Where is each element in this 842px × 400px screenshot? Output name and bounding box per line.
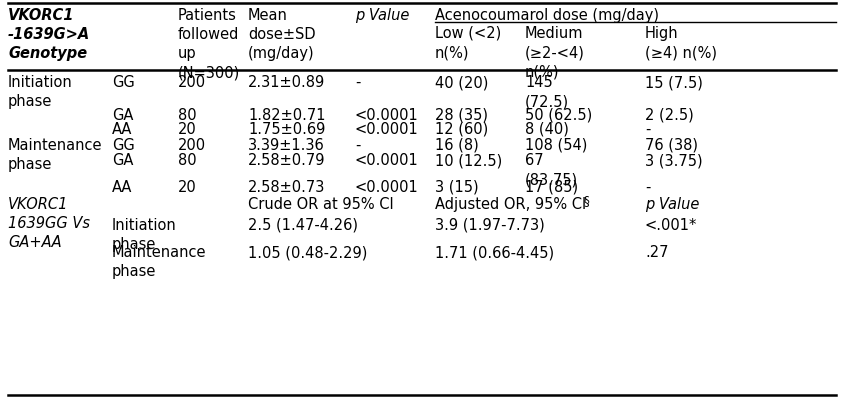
Text: Maintenance
phase: Maintenance phase bbox=[8, 138, 103, 172]
Text: -: - bbox=[645, 122, 650, 137]
Text: 20: 20 bbox=[178, 122, 197, 137]
Text: GG: GG bbox=[112, 75, 135, 90]
Text: <0.0001: <0.0001 bbox=[355, 180, 418, 195]
Text: GG: GG bbox=[112, 138, 135, 153]
Text: <0.0001: <0.0001 bbox=[355, 108, 418, 123]
Text: Initiation
phase: Initiation phase bbox=[112, 218, 177, 252]
Text: 2.31±0.89: 2.31±0.89 bbox=[248, 75, 325, 90]
Text: 50 (62.5): 50 (62.5) bbox=[525, 108, 592, 123]
Text: Patients
followed
up
(N=300): Patients followed up (N=300) bbox=[178, 8, 240, 81]
Text: §: § bbox=[584, 194, 589, 207]
Text: 3 (15): 3 (15) bbox=[435, 180, 478, 195]
Text: VKORC1
1639GG Vs
GA+AA: VKORC1 1639GG Vs GA+AA bbox=[8, 197, 90, 250]
Text: 145
(72.5): 145 (72.5) bbox=[525, 75, 569, 109]
Text: 2 (2.5): 2 (2.5) bbox=[645, 108, 694, 123]
Text: 108 (54): 108 (54) bbox=[525, 138, 588, 153]
Text: Adjusted OR, 95% CI: Adjusted OR, 95% CI bbox=[435, 197, 586, 212]
Text: 67
(83.75): 67 (83.75) bbox=[525, 153, 578, 187]
Text: 2.5 (1.47-4.26): 2.5 (1.47-4.26) bbox=[248, 218, 358, 233]
Text: 80: 80 bbox=[178, 108, 197, 123]
Text: Medium
(≥2-<4)
n(%): Medium (≥2-<4) n(%) bbox=[525, 26, 585, 79]
Text: Acenocoumarol dose (mg/day): Acenocoumarol dose (mg/day) bbox=[435, 8, 659, 23]
Text: p Value: p Value bbox=[355, 8, 409, 23]
Text: 12 (60): 12 (60) bbox=[435, 122, 488, 137]
Text: 15 (7.5): 15 (7.5) bbox=[645, 75, 703, 90]
Text: GA: GA bbox=[112, 108, 133, 123]
Text: -: - bbox=[355, 138, 360, 153]
Text: -: - bbox=[645, 180, 650, 195]
Text: 3 (3.75): 3 (3.75) bbox=[645, 153, 702, 168]
Text: 3.39±1.36: 3.39±1.36 bbox=[248, 138, 325, 153]
Text: 2.58±0.73: 2.58±0.73 bbox=[248, 180, 325, 195]
Text: 16 (8): 16 (8) bbox=[435, 138, 479, 153]
Text: p Value: p Value bbox=[645, 197, 700, 212]
Text: 1.75±0.69: 1.75±0.69 bbox=[248, 122, 325, 137]
Text: 1.05 (0.48-2.29): 1.05 (0.48-2.29) bbox=[248, 245, 367, 260]
Text: 200: 200 bbox=[178, 138, 206, 153]
Text: <.001*: <.001* bbox=[645, 218, 697, 233]
Text: 28 (35): 28 (35) bbox=[435, 108, 488, 123]
Text: Initiation
phase: Initiation phase bbox=[8, 75, 72, 109]
Text: AA: AA bbox=[112, 180, 132, 195]
Text: 10 (12.5): 10 (12.5) bbox=[435, 153, 502, 168]
Text: GA: GA bbox=[112, 153, 133, 168]
Text: 17 (85): 17 (85) bbox=[525, 180, 578, 195]
Text: 80: 80 bbox=[178, 153, 197, 168]
Text: <0.0001: <0.0001 bbox=[355, 122, 418, 137]
Text: 20: 20 bbox=[178, 180, 197, 195]
Text: Maintenance
phase: Maintenance phase bbox=[112, 245, 206, 279]
Text: <0.0001: <0.0001 bbox=[355, 153, 418, 168]
Text: 40 (20): 40 (20) bbox=[435, 75, 488, 90]
Text: Crude OR at 95% CI: Crude OR at 95% CI bbox=[248, 197, 394, 212]
Text: High
(≥4) n(%): High (≥4) n(%) bbox=[645, 26, 717, 60]
Text: 8 (40): 8 (40) bbox=[525, 122, 569, 137]
Text: VKORC1
-1639G>A
Genotype: VKORC1 -1639G>A Genotype bbox=[8, 8, 90, 61]
Text: 3.9 (1.97-7.73): 3.9 (1.97-7.73) bbox=[435, 218, 545, 233]
Text: 2.58±0.79: 2.58±0.79 bbox=[248, 153, 326, 168]
Text: AA: AA bbox=[112, 122, 132, 137]
Text: Mean
dose±SD
(mg/day): Mean dose±SD (mg/day) bbox=[248, 8, 316, 61]
Text: 76 (38): 76 (38) bbox=[645, 138, 698, 153]
Text: 1.71 (0.66-4.45): 1.71 (0.66-4.45) bbox=[435, 245, 554, 260]
Text: Low (<2)
n(%): Low (<2) n(%) bbox=[435, 26, 501, 60]
Text: 1.82±0.71: 1.82±0.71 bbox=[248, 108, 326, 123]
Text: 200: 200 bbox=[178, 75, 206, 90]
Text: .27: .27 bbox=[645, 245, 669, 260]
Text: -: - bbox=[355, 75, 360, 90]
